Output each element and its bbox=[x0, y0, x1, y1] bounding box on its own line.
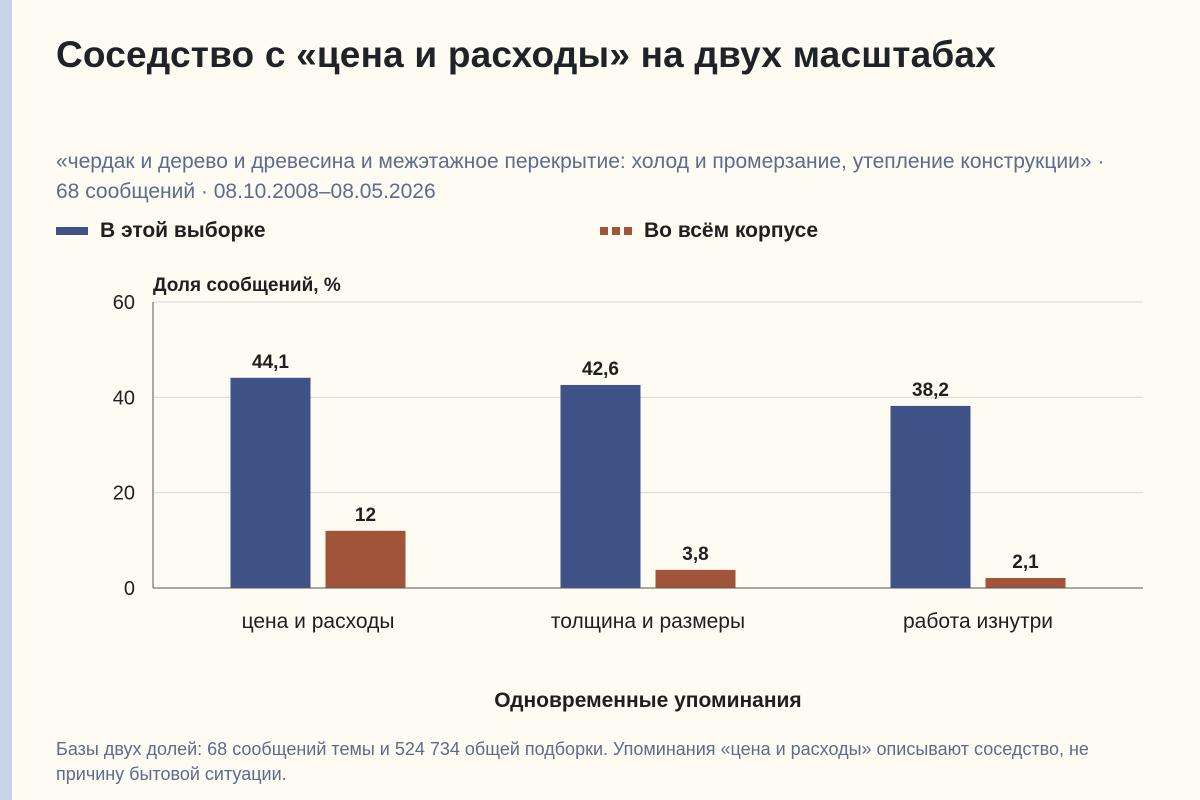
legend-label-sample: В этой выборке bbox=[100, 219, 266, 242]
bar-value-label: 38,2 bbox=[912, 380, 949, 401]
bar-sample bbox=[560, 384, 641, 588]
y-tick-label: 20 bbox=[113, 483, 135, 505]
footer-note: Базы двух долей: 68 сообщений темы и 524… bbox=[56, 739, 1089, 784]
left-accent-bar bbox=[0, 0, 12, 800]
x-category-label: работа изнутри bbox=[903, 610, 1053, 633]
bar-sample bbox=[230, 377, 311, 588]
bar-chart: 0 20 40 60 44,1 12 42,6 3,8 38,2 2,1 цена и расх… bbox=[113, 275, 1143, 712]
legend-label-corpus: Во всём корпусе bbox=[644, 219, 819, 242]
bar-value-label: 3,8 bbox=[682, 544, 708, 565]
bar-value-label: 42,6 bbox=[582, 359, 619, 380]
y-tick-label: 40 bbox=[113, 387, 135, 409]
data-labels: 44,1 12 42,6 3,8 38,2 2,1 bbox=[252, 352, 1039, 573]
legend-swatch-sample bbox=[56, 227, 88, 235]
bar-corpus bbox=[325, 530, 406, 588]
x-axis-categories: цена и расходы толщина и размеры работа из… bbox=[242, 610, 1053, 633]
y-tick-label: 60 bbox=[113, 292, 135, 314]
gridlines bbox=[153, 301, 1143, 494]
y-axis-title: Доля сообщений, % bbox=[153, 275, 341, 296]
chart-subtitle: «чердак и дерево и древесина и межэтажно… bbox=[56, 150, 1105, 203]
bar-corpus bbox=[655, 569, 736, 588]
legend-item-sample: В этой выборке bbox=[56, 219, 266, 243]
bar-value-label: 12 bbox=[355, 505, 376, 526]
bar-sample bbox=[890, 405, 971, 588]
bar-value-label: 44,1 bbox=[252, 352, 289, 373]
bar-corpus bbox=[985, 577, 1066, 588]
bar-value-label: 2,1 bbox=[1012, 552, 1039, 573]
x-category-label: цена и расходы bbox=[242, 610, 395, 633]
x-axis-title: Одновременные упоминания bbox=[494, 689, 801, 712]
legend-swatch-corpus bbox=[600, 227, 632, 235]
legend-item-corpus: Во всём корпусе bbox=[600, 219, 818, 243]
x-category-label: толщина и размеры bbox=[551, 610, 745, 633]
chart-title: Соседство с «цена и расходы» на двух мас… bbox=[56, 34, 996, 75]
y-axis-ticks: 0 20 40 60 bbox=[113, 292, 135, 600]
y-tick-label: 0 bbox=[124, 578, 135, 600]
bars bbox=[230, 377, 1066, 588]
